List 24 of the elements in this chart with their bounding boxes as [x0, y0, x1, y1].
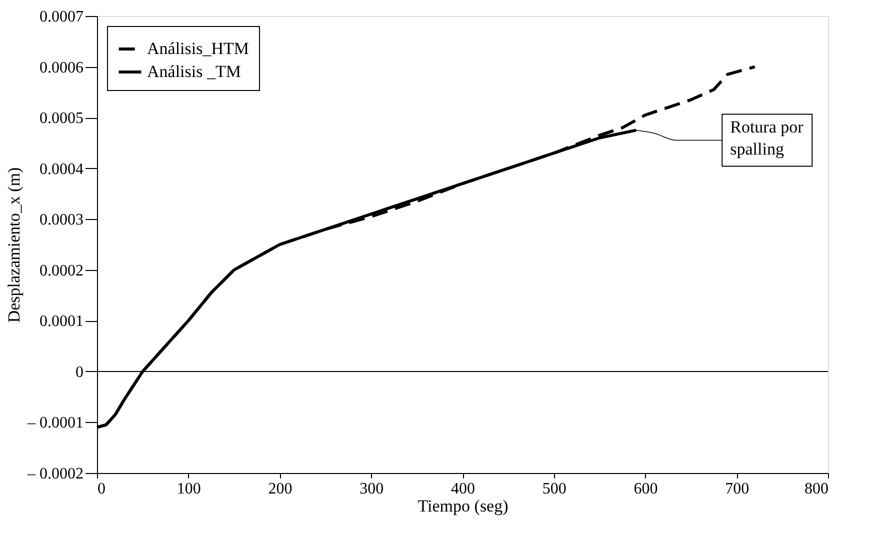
legend-label: Análisis_HTM	[147, 39, 249, 58]
x-axis-title: Tiempo (seg)	[418, 496, 508, 516]
x-tick-label: 600	[634, 480, 658, 498]
y-tick-label: 0.0001	[40, 313, 84, 330]
y-tick-label: 0.0003	[40, 212, 84, 229]
y-tick-label: 0.0006	[40, 59, 84, 76]
y-tick-label: – 0.0002	[26, 466, 84, 482]
x-tick-label: 100	[176, 480, 201, 498]
annotation: Rotura por spalling	[730, 117, 804, 158]
y-tick-label: – 0.0001	[26, 414, 84, 432]
y-tick-label: 0.0004	[40, 160, 84, 178]
x-tick-label: 200	[268, 480, 292, 498]
x-tick-label: 300	[360, 480, 384, 498]
y-tick-label: 0.0005	[40, 110, 84, 128]
x-tick-label: 0	[98, 480, 106, 498]
x-tick-label: 700	[725, 480, 750, 498]
x-tick-label: 800	[804, 480, 828, 498]
y-tick-label: 0.0002	[40, 262, 84, 280]
y-tick-label: 0.0007	[40, 8, 84, 26]
legend-label: Análisis _TM	[147, 62, 241, 81]
x-tick-label: 400	[451, 480, 475, 498]
y-tick-label: 0	[76, 364, 84, 381]
x-tick-label: 500	[542, 480, 566, 498]
y-axis-title: Desplazamiento_x (m)	[4, 167, 24, 323]
